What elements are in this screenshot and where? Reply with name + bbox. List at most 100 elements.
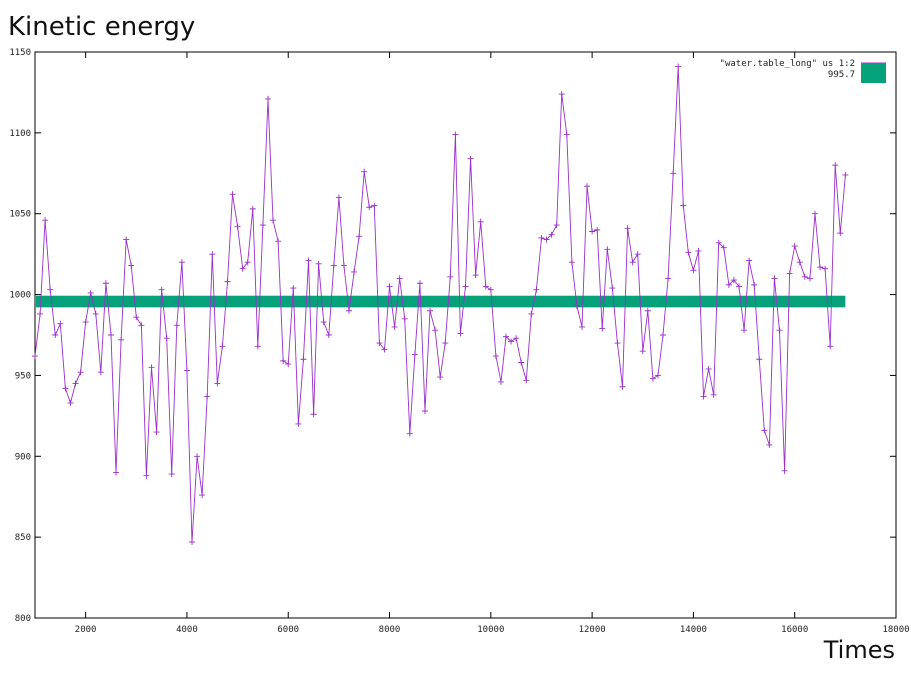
- data-point: [609, 285, 616, 292]
- data-point: [665, 275, 672, 282]
- data-point: [310, 411, 317, 418]
- data-point: [102, 280, 109, 287]
- x-axis-title: Times: [823, 636, 895, 664]
- data-point: [639, 348, 646, 355]
- data-point: [695, 247, 702, 254]
- data-point: [730, 277, 737, 284]
- data-point: [741, 327, 748, 334]
- data-point: [548, 231, 555, 238]
- data-point: [472, 272, 479, 279]
- y-tick-label: 1000: [9, 291, 31, 301]
- x-tick-label: 10000: [477, 625, 504, 635]
- data-point: [492, 353, 499, 360]
- data-point: [427, 307, 434, 314]
- data-point: [351, 268, 358, 275]
- x-tick-label: 14000: [680, 625, 707, 635]
- data-point: [670, 170, 677, 177]
- x-tick-label: 4000: [176, 625, 198, 635]
- y-tick-label: 1150: [9, 48, 31, 58]
- data-point: [37, 310, 44, 317]
- data-point: [92, 310, 99, 317]
- data-point: [401, 315, 408, 322]
- data-point: [538, 234, 545, 241]
- x-tick-label: 12000: [579, 625, 606, 635]
- data-point: [599, 325, 606, 332]
- data-point: [518, 359, 525, 366]
- data-point: [209, 251, 216, 258]
- data-point: [396, 275, 403, 282]
- data-point: [568, 259, 575, 266]
- data-point: [594, 226, 601, 233]
- data-point: [720, 244, 727, 251]
- data-point: [482, 283, 489, 290]
- data-point: [411, 351, 418, 358]
- data-point: [811, 210, 818, 217]
- data-point: [264, 95, 271, 102]
- reference-band: [36, 295, 846, 308]
- data-point: [533, 286, 540, 293]
- data-point: [67, 399, 74, 406]
- data-point: [801, 273, 808, 280]
- data-point: [199, 492, 206, 499]
- data-point: [508, 338, 515, 345]
- data-point: [452, 131, 459, 138]
- data-point: [356, 233, 363, 240]
- data-point: [685, 249, 692, 256]
- data-point: [254, 343, 261, 350]
- data-point: [680, 202, 687, 209]
- data-point: [381, 346, 388, 353]
- data-point: [523, 377, 530, 384]
- data-point: [578, 323, 585, 330]
- data-point: [629, 259, 636, 266]
- data-point: [432, 327, 439, 334]
- data-point: [563, 131, 570, 138]
- data-point: [97, 369, 104, 376]
- data-point: [660, 332, 667, 338]
- reference-band-group: [36, 295, 846, 308]
- data-point: [118, 336, 125, 343]
- data-point: [189, 538, 196, 545]
- y-tick-label: 1050: [9, 210, 31, 220]
- data-point: [214, 380, 221, 387]
- data-point: [133, 314, 140, 321]
- data-point: [173, 322, 180, 329]
- data-point: [82, 319, 89, 326]
- data-point: [791, 243, 798, 250]
- data-point: [822, 265, 829, 272]
- data-point: [421, 408, 428, 415]
- data-point: [806, 275, 813, 282]
- data-point: [786, 270, 793, 277]
- data-point: [761, 427, 768, 434]
- legend-band-swatch: [861, 63, 886, 83]
- data-point: [634, 251, 641, 258]
- data-point: [285, 361, 292, 368]
- data-point: [234, 223, 241, 230]
- data-point: [406, 430, 413, 437]
- data-point: [270, 217, 277, 224]
- data-point: [746, 257, 753, 264]
- data-point: [320, 319, 327, 326]
- data-point: [416, 280, 423, 287]
- data-point: [710, 391, 717, 398]
- data-point: [275, 238, 282, 245]
- legend-band-label: 995.7: [828, 70, 855, 80]
- data-point: [305, 257, 312, 264]
- y-tick-label: 800: [15, 614, 31, 624]
- data-point: [219, 343, 226, 350]
- data-point: [123, 236, 130, 243]
- data-point: [447, 273, 454, 280]
- data-point: [553, 222, 560, 229]
- y-tick-label: 850: [15, 533, 31, 543]
- data-point: [183, 367, 190, 374]
- data-point: [528, 310, 535, 317]
- data-point: [138, 322, 145, 329]
- data-point: [128, 262, 135, 269]
- data-point: [280, 357, 287, 364]
- data-point: [168, 471, 175, 478]
- data-point: [87, 289, 94, 296]
- data-point: [477, 218, 484, 225]
- data-point: [163, 335, 170, 342]
- x-tick-label: 16000: [781, 625, 808, 635]
- data-point: [543, 236, 550, 243]
